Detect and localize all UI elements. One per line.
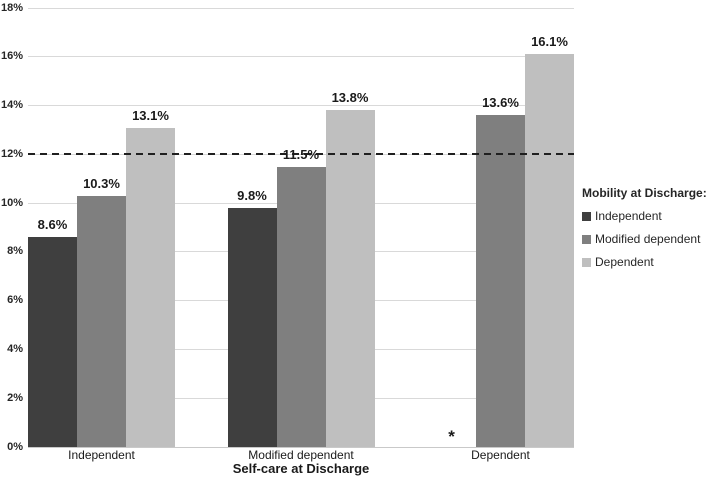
legend-item-label: Dependent [595,255,654,269]
bar-value-label: 8.6% [37,217,68,233]
y-tick-label: 12% [0,147,23,160]
bar-value-label: 13.6% [482,95,519,111]
bar [126,127,175,447]
bar-value-label: 13.1% [132,107,169,123]
legend: Mobility at Discharge: Independent Modifi… [582,186,709,278]
legend-swatch-icon [582,257,591,267]
y-tick-label: 18% [0,1,23,14]
bar-group: * 13.6% 16.1% [427,8,574,447]
reference-line [28,153,574,156]
legend-swatch-icon [582,234,591,244]
bar-value-label: 9.8% [237,188,267,203]
legend-item: Dependent [582,255,709,269]
bar [325,110,375,447]
gridline [28,105,574,107]
bar [227,208,277,447]
bar [28,237,77,447]
bar-group: 8.6% 10.3% 13.1% [28,8,175,447]
bar-value-label: 13.8% [331,90,369,106]
gridline [28,56,574,58]
x-category-label: Modified dependent [248,448,354,462]
y-tick-label: 0% [7,440,23,453]
legend-items: Independent Modified dependent Dependent [582,209,709,269]
plot-area: 8.6% 10.3% 13.1% 9.8% 11.5% 13.8% * 13.6% 16.1% [28,7,574,448]
legend-title: Mobility at Discharge: [582,186,707,200]
y-tick-label: 8% [7,245,23,258]
legend-item: Modified dependent [582,232,709,246]
bar [476,115,525,447]
x-axis-title: Self-care at Discharge [232,461,370,476]
x-category-label: Independent [68,448,135,462]
bar-value-label: 16.1% [531,34,568,50]
y-tick-label: 4% [7,342,23,355]
bar [77,195,126,447]
bar-value-label: 11.5% [282,146,320,162]
y-tick-label: 2% [7,391,23,404]
bar-group: 9.8% 11.5% 13.8% [227,8,375,447]
gridline [28,7,574,9]
bar-value-label: 10.3% [83,175,120,191]
legend-item: Independent [582,209,709,223]
x-category-label: Dependent [471,448,530,462]
y-tick-label: 6% [7,294,23,307]
bar [525,54,574,447]
legend-item-label: Modified dependent [595,232,701,246]
bar [276,166,326,447]
missing-data-marker: * [448,427,455,446]
legend-item-label: Independent [595,209,662,223]
legend-swatch-icon [582,211,591,221]
y-tick-label: 14% [0,99,23,112]
y-tick-label: 10% [0,196,23,209]
y-tick-label: 16% [0,50,23,63]
